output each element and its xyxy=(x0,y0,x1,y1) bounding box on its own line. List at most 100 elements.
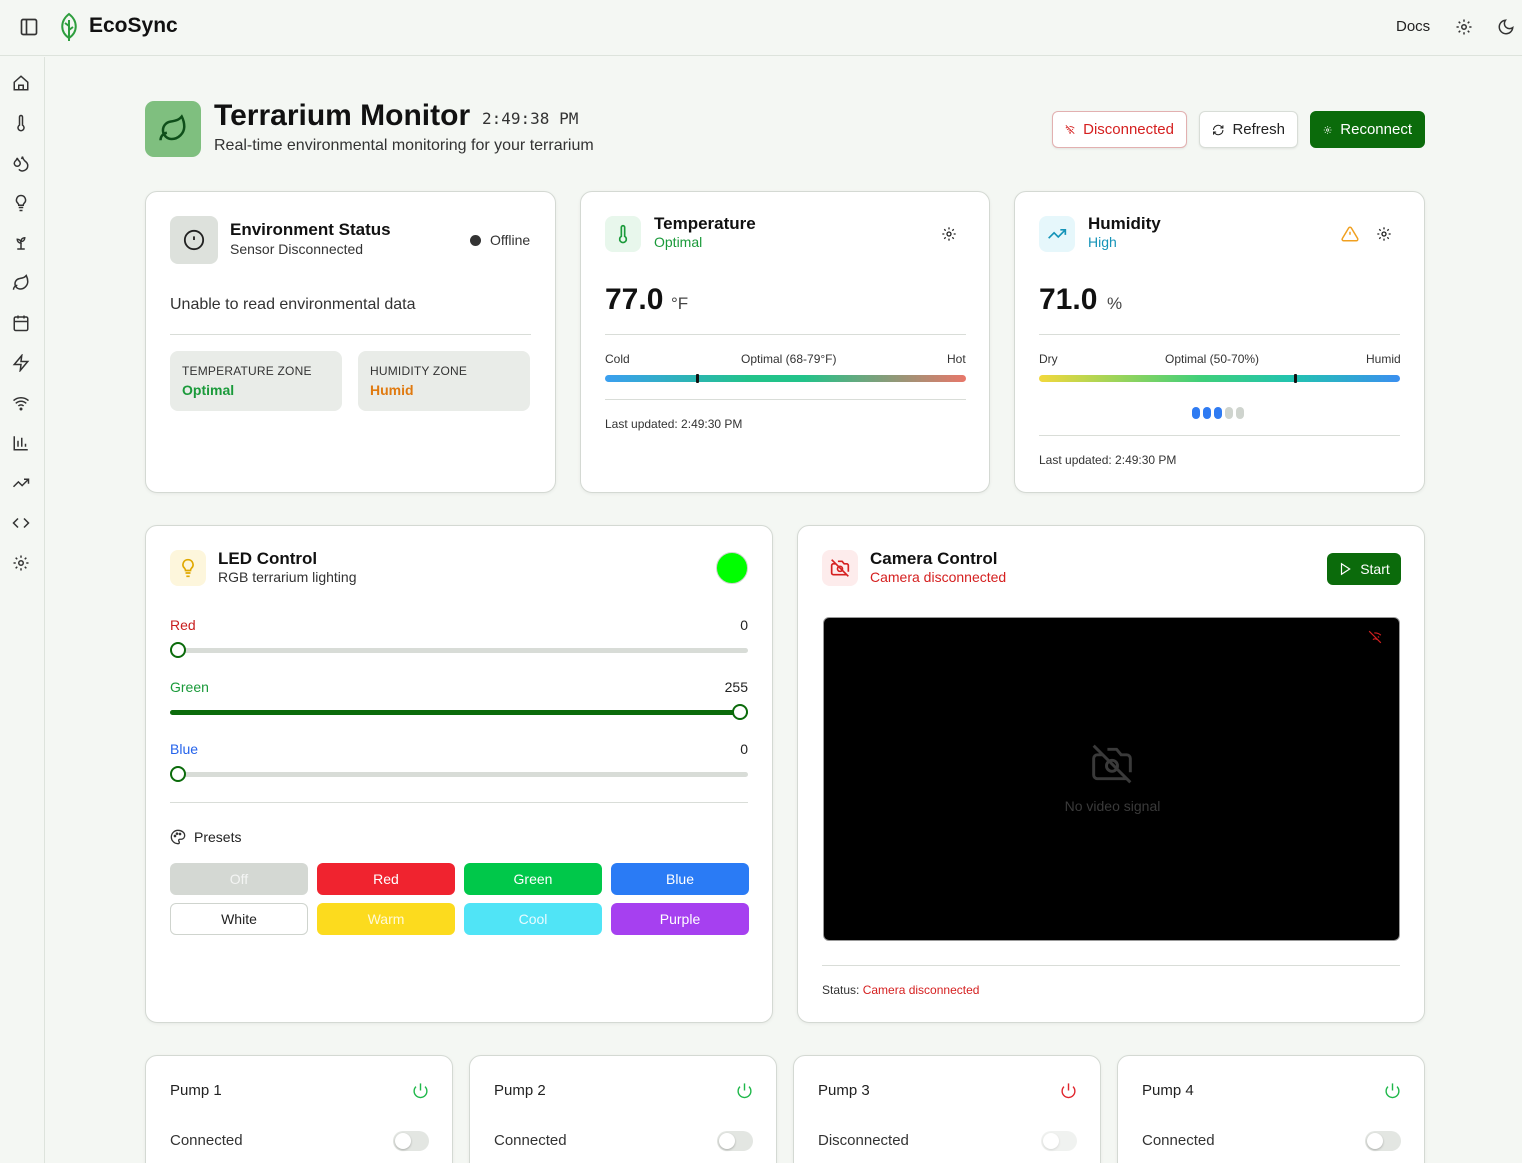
led-subtitle: RGB terrarium lighting xyxy=(218,569,357,585)
dark-mode-moon-icon[interactable] xyxy=(1497,18,1515,36)
slider-value-green: 255 xyxy=(724,679,748,695)
page-title: Terrarium Monitor xyxy=(214,99,471,132)
palette-icon xyxy=(170,829,188,847)
presets-label: Presets xyxy=(194,829,242,845)
page-subtitle: Real-time environmental monitoring for y… xyxy=(214,137,594,154)
power-icon[interactable] xyxy=(736,1082,754,1100)
pump-status: Disconnected xyxy=(818,1132,909,1149)
pump-toggle[interactable] xyxy=(717,1131,753,1151)
preset-red-button[interactable]: Red xyxy=(317,863,455,895)
humidity-settings-gear-icon[interactable] xyxy=(1376,226,1392,242)
brand-name: EcoSync xyxy=(89,14,178,37)
slider-thumb-blue[interactable] xyxy=(170,766,186,782)
pump-name: Pump 1 xyxy=(170,1082,222,1099)
level-dot xyxy=(1236,407,1244,419)
offline-status: Offline xyxy=(490,232,531,248)
divider xyxy=(1039,435,1400,436)
slider-track-blue[interactable] xyxy=(170,766,748,782)
temperature-gradient-bar xyxy=(605,374,966,383)
droplets-icon[interactable] xyxy=(12,154,30,172)
pump-toggle[interactable] xyxy=(393,1131,429,1151)
leaf-logo-icon xyxy=(58,12,80,42)
power-icon[interactable] xyxy=(412,1082,430,1100)
divider xyxy=(822,965,1400,966)
temperature-marker xyxy=(696,374,700,383)
refresh-icon xyxy=(1213,124,1224,135)
calendar-icon[interactable] xyxy=(12,314,30,332)
preset-cool-button[interactable]: Cool xyxy=(464,903,602,935)
refresh-label: Refresh xyxy=(1232,121,1285,138)
reconnect-label: Reconnect xyxy=(1340,121,1412,138)
environment-title: Environment Status xyxy=(230,220,391,239)
refresh-button[interactable]: Refresh xyxy=(1199,111,1298,148)
pump-toggle[interactable] xyxy=(1365,1131,1401,1151)
leaf-icon[interactable] xyxy=(12,274,30,292)
humidity-marker xyxy=(1294,374,1298,383)
pump-toggle[interactable] xyxy=(1041,1131,1077,1151)
environment-status-card: Environment Status Sensor Disconnected O… xyxy=(145,191,556,493)
thermometer-icon[interactable] xyxy=(12,114,30,132)
temperature-updated: Last updated: 2:49:30 PM xyxy=(605,417,743,431)
slider-label-green: Green xyxy=(170,679,209,695)
divider xyxy=(170,802,748,803)
toggle-knob xyxy=(719,1133,735,1149)
trending-up-icon xyxy=(1039,216,1075,252)
environment-message: Unable to read environmental data xyxy=(170,296,416,313)
lightbulb-icon xyxy=(170,550,206,586)
slider-thumb-green[interactable] xyxy=(732,704,748,720)
humidity-updated: Last updated: 2:49:30 PM xyxy=(1039,453,1177,467)
warning-triangle-icon xyxy=(1341,225,1359,243)
power-icon[interactable] xyxy=(1060,1082,1078,1100)
wifi-off-icon xyxy=(1368,630,1382,644)
code-icon[interactable] xyxy=(12,514,30,532)
preset-green-button[interactable]: Green xyxy=(464,863,602,895)
pump-card: Pump 1 Connected xyxy=(145,1055,453,1163)
wifi-icon[interactable] xyxy=(12,394,30,412)
preset-off-button[interactable]: Off xyxy=(170,863,308,895)
humidity-card: Humidity High 71.0 % Dry Optimal (50-70%… xyxy=(1014,191,1425,493)
humidity-unit: % xyxy=(1107,294,1123,313)
preset-purple-button[interactable]: Purple xyxy=(611,903,749,935)
clock-time: 2:49:38 PM xyxy=(482,109,579,128)
temperature-settings-gear-icon[interactable] xyxy=(941,226,957,242)
slider-value-red: 0 xyxy=(740,617,748,633)
camera-status-line: Status: Camera disconnected xyxy=(822,983,979,997)
terrarium-leaf-icon xyxy=(145,101,201,157)
camera-start-button[interactable]: Start xyxy=(1327,553,1401,585)
temperature-unit: °F xyxy=(671,294,689,313)
gear-icon xyxy=(1323,125,1332,134)
slider-value-blue: 0 xyxy=(740,741,748,757)
home-icon[interactable] xyxy=(12,74,30,92)
sprout-icon[interactable] xyxy=(12,234,30,252)
reconnect-button[interactable]: Reconnect xyxy=(1310,111,1425,148)
humidity-zone-label: HUMIDITY ZONE xyxy=(370,364,468,378)
zap-icon[interactable] xyxy=(12,354,30,372)
humidity-value: 71.0 xyxy=(1039,283,1098,316)
slider-thumb-red[interactable] xyxy=(170,642,186,658)
humidity-title: Humidity xyxy=(1088,214,1161,233)
docs-link[interactable]: Docs xyxy=(1396,18,1431,35)
scale-optimal: Optimal (68-79°F) xyxy=(741,352,837,366)
pump-name: Pump 3 xyxy=(818,1082,870,1099)
slider-track-green[interactable] xyxy=(170,704,748,720)
temperature-card: Temperature Optimal 77.0 °F Cold Optimal… xyxy=(580,191,990,493)
preset-blue-button[interactable]: Blue xyxy=(611,863,749,895)
level-dot xyxy=(1214,407,1222,419)
temperature-zone-value: Optimal xyxy=(182,382,235,398)
top-bar: EcoSync Docs xyxy=(0,0,1522,56)
disconnected-button[interactable]: Disconnected xyxy=(1052,111,1187,148)
lightbulb-icon[interactable] xyxy=(12,194,30,212)
toggle-knob xyxy=(1043,1133,1059,1149)
slider-track-red[interactable] xyxy=(170,642,748,658)
settings-gear-icon[interactable] xyxy=(1455,18,1473,36)
temperature-zone: TEMPERATURE ZONE Optimal xyxy=(170,351,342,411)
trending-up-icon[interactable] xyxy=(12,474,30,492)
preset-warm-button[interactable]: Warm xyxy=(317,903,455,935)
sidebar-toggle-icon[interactable] xyxy=(19,17,39,37)
alert-circle-icon xyxy=(170,216,218,264)
settings-icon[interactable] xyxy=(12,554,30,572)
power-icon[interactable] xyxy=(1384,1082,1402,1100)
preset-white-button[interactable]: White xyxy=(170,903,308,935)
bar-chart-icon[interactable] xyxy=(12,434,30,452)
offline-dot xyxy=(470,235,481,246)
